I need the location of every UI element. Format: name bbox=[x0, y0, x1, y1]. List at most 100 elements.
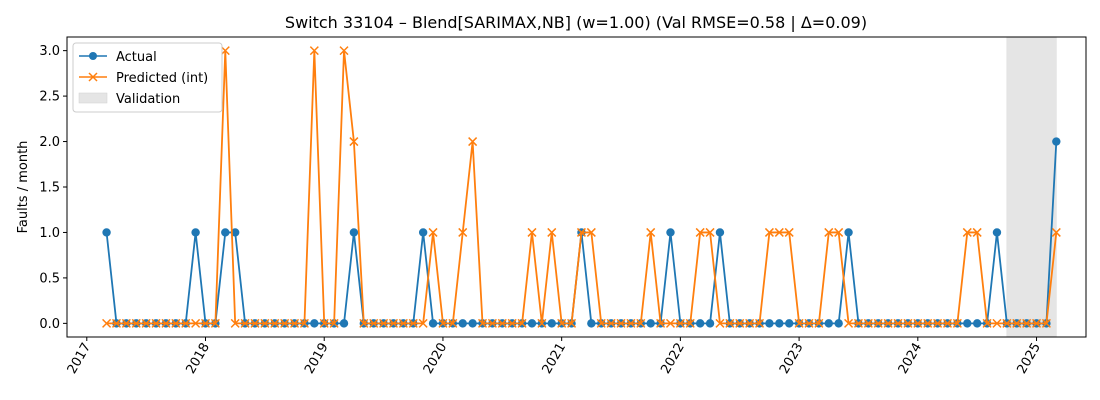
x-tick-label: 2023 bbox=[777, 341, 807, 377]
data-point bbox=[537, 318, 547, 328]
data-point bbox=[824, 319, 833, 328]
data-point bbox=[775, 319, 784, 328]
data-point bbox=[121, 318, 131, 328]
data-point bbox=[834, 227, 844, 237]
data-point bbox=[705, 319, 715, 328]
data-point bbox=[616, 318, 626, 328]
data-point bbox=[844, 228, 853, 237]
data-point bbox=[992, 318, 1002, 328]
data-point bbox=[448, 318, 458, 328]
data-point bbox=[576, 227, 586, 237]
data-point bbox=[547, 319, 556, 328]
data-point bbox=[359, 318, 369, 328]
data-point bbox=[794, 318, 804, 328]
legend-predicted-label: Predicted (int) bbox=[116, 71, 208, 86]
data-point bbox=[725, 318, 735, 328]
data-point bbox=[1051, 227, 1061, 237]
data-point bbox=[883, 318, 893, 328]
data-point bbox=[418, 318, 428, 328]
data-point bbox=[834, 319, 843, 328]
legend-validation-label: Validation bbox=[116, 92, 180, 107]
legend-actual-marker bbox=[89, 52, 97, 60]
x-tick-label: 2019 bbox=[302, 341, 332, 377]
data-point bbox=[557, 318, 567, 328]
data-point bbox=[181, 318, 191, 328]
data-point bbox=[972, 319, 982, 328]
data-point bbox=[349, 228, 359, 237]
data-point bbox=[1031, 318, 1042, 328]
series-1 bbox=[102, 46, 1061, 328]
data-point bbox=[191, 318, 201, 328]
data-point bbox=[230, 318, 240, 328]
data-point bbox=[527, 227, 537, 237]
data-point bbox=[586, 227, 596, 237]
chart-title: Switch 33104 – Blend[SARIMAX,NB] (w=1.00… bbox=[285, 13, 867, 32]
data-point bbox=[913, 318, 923, 328]
data-point bbox=[715, 318, 725, 328]
data-point bbox=[200, 318, 211, 328]
data-point bbox=[863, 318, 873, 328]
data-point bbox=[982, 318, 992, 328]
data-point bbox=[349, 137, 359, 147]
data-point bbox=[596, 318, 606, 328]
data-point bbox=[1052, 137, 1061, 146]
legend-validation-swatch bbox=[78, 92, 108, 104]
data-point bbox=[804, 318, 814, 328]
data-point bbox=[527, 319, 537, 328]
data-point bbox=[458, 227, 468, 237]
data-point bbox=[735, 318, 745, 328]
data-point bbox=[221, 228, 230, 237]
data-point bbox=[992, 228, 1002, 237]
data-point bbox=[636, 318, 646, 328]
data-point bbox=[587, 319, 596, 328]
data-point bbox=[665, 318, 676, 328]
data-point bbox=[102, 228, 111, 237]
data-point bbox=[151, 318, 161, 328]
data-point bbox=[942, 318, 953, 328]
data-point bbox=[339, 46, 349, 56]
data-point bbox=[814, 318, 824, 328]
data-point bbox=[507, 318, 517, 328]
data-point bbox=[210, 318, 220, 328]
y-tick-label: 1.0 bbox=[39, 226, 60, 241]
data-point bbox=[785, 319, 794, 328]
data-point bbox=[666, 228, 675, 237]
data-point bbox=[290, 318, 300, 328]
x-tick-label: 2018 bbox=[183, 341, 213, 377]
data-point bbox=[695, 319, 705, 328]
y-tick-label: 0.0 bbox=[39, 317, 60, 332]
data-point bbox=[369, 318, 379, 328]
data-point bbox=[161, 318, 171, 328]
data-point bbox=[873, 318, 883, 328]
legend: Actual Predicted (int) Validation bbox=[72, 42, 223, 113]
data-point bbox=[339, 319, 349, 328]
y-axis-label: Faults / month bbox=[16, 141, 31, 234]
data-point bbox=[903, 318, 913, 328]
legend-actual-label: Actual bbox=[116, 50, 157, 65]
data-point bbox=[626, 318, 636, 328]
data-point bbox=[923, 318, 933, 328]
x-tick-label: 2025 bbox=[1014, 341, 1044, 377]
data-point bbox=[517, 318, 527, 328]
data-point bbox=[547, 227, 557, 237]
data-point bbox=[933, 318, 943, 328]
x-tick-label: 2024 bbox=[896, 341, 926, 377]
data-point bbox=[963, 319, 972, 328]
data-point bbox=[844, 318, 854, 328]
legend-box bbox=[72, 42, 223, 113]
data-point bbox=[408, 318, 418, 328]
y-tick-label: 3.0 bbox=[39, 44, 60, 59]
data-point bbox=[646, 319, 655, 328]
data-point bbox=[972, 227, 982, 237]
x-tick-label: 2021 bbox=[540, 341, 570, 377]
data-point bbox=[250, 318, 260, 328]
x-tick-label: 2022 bbox=[658, 341, 688, 377]
data-point bbox=[715, 228, 725, 237]
data-point bbox=[319, 318, 329, 328]
data-point bbox=[428, 227, 438, 237]
data-point bbox=[111, 318, 121, 328]
data-point bbox=[388, 318, 399, 328]
data-point bbox=[468, 319, 477, 328]
data-point bbox=[309, 46, 319, 56]
